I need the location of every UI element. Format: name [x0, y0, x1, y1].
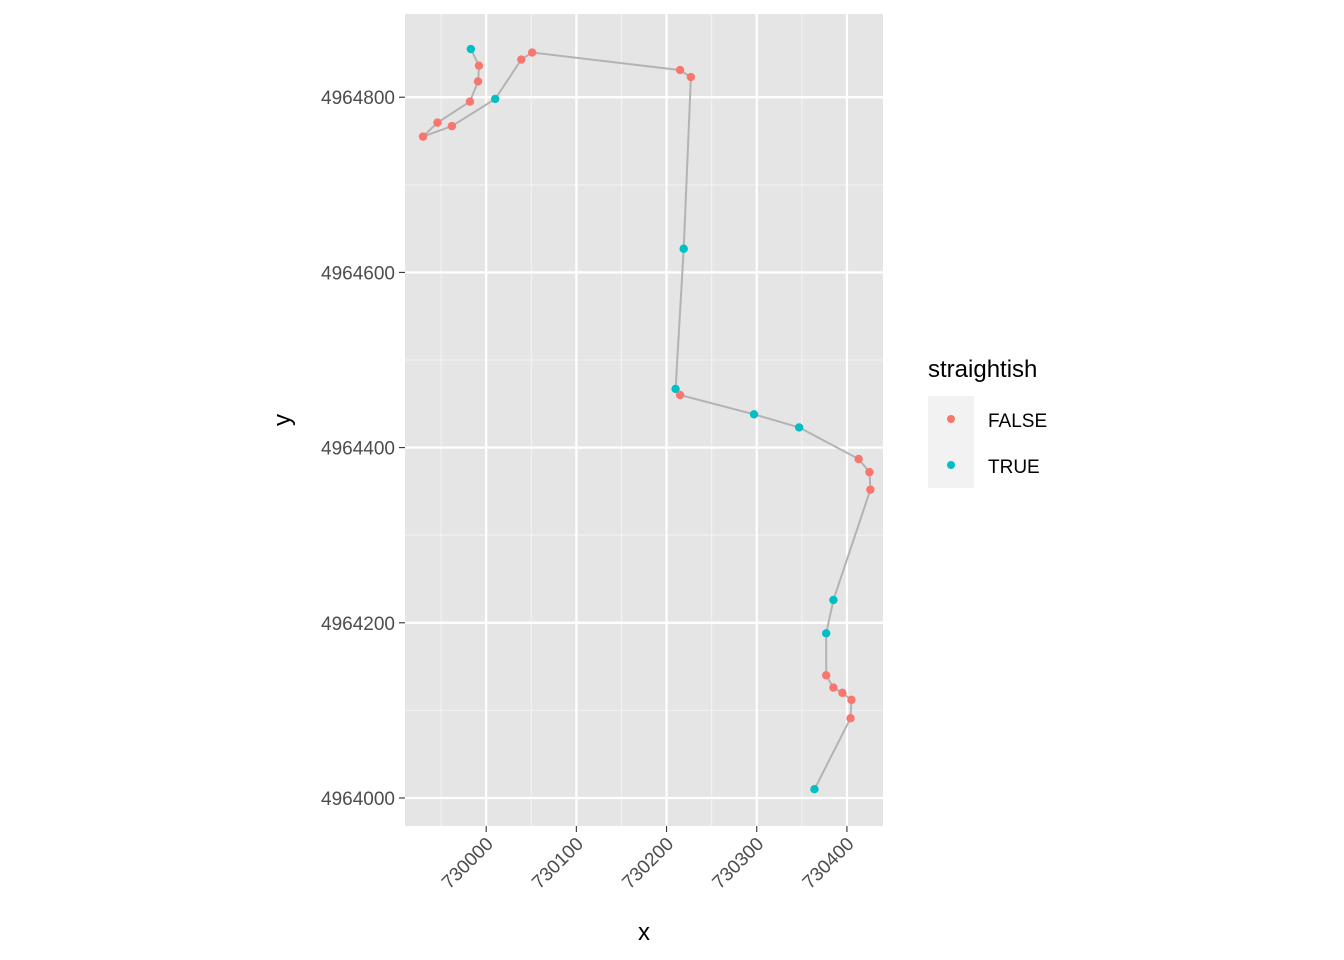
data-point: [810, 785, 819, 794]
data-point: [794, 423, 804, 432]
x-tick-label: 730400: [799, 834, 859, 894]
data-point: [433, 118, 442, 127]
y-tick-label: 4964400: [321, 439, 395, 460]
legend: straightish FALSE TRUE: [928, 356, 1047, 488]
data-point: [473, 77, 483, 86]
data-point: [866, 485, 875, 494]
legend-key-true: [947, 461, 955, 469]
data-point: [846, 714, 855, 723]
y-axis-title: y: [269, 414, 296, 426]
points-layer: [418, 44, 875, 794]
x-tick-label: 730100: [528, 834, 588, 894]
data-point: [749, 410, 759, 419]
y-tick-label: 4964800: [321, 88, 395, 109]
x-tick-label: 730300: [709, 834, 769, 894]
data-point: [829, 595, 838, 605]
data-point: [854, 454, 863, 464]
data-point: [686, 72, 696, 82]
data-point: [675, 390, 685, 400]
data-point: [418, 132, 428, 141]
legend-label-true: TRUE: [988, 457, 1040, 478]
data-point: [527, 48, 537, 57]
data-point: [675, 65, 685, 75]
x-axis-title: x: [638, 919, 650, 946]
data-point: [865, 467, 874, 477]
data-point: [466, 44, 476, 54]
data-point: [671, 384, 680, 394]
data-point: [679, 244, 688, 253]
x-tick-label: 730200: [618, 834, 678, 894]
y-tick-label: 4964600: [321, 263, 395, 284]
data-point: [465, 97, 475, 106]
legend-label-false: FALSE: [988, 411, 1047, 432]
y-tick-label: 4964000: [321, 789, 395, 810]
legend-key-false: [947, 415, 955, 423]
data-point: [517, 55, 526, 64]
data-point: [474, 61, 484, 70]
y-tick-label: 4964200: [321, 614, 395, 635]
grid-minor: [405, 14, 883, 826]
legend-title: straightish: [928, 356, 1037, 383]
data-point: [821, 629, 831, 638]
data-point: [447, 121, 457, 131]
data-point: [829, 683, 838, 692]
data-point: [838, 688, 847, 698]
plot-panel: [405, 14, 883, 826]
x-tick-label: 730000: [438, 834, 498, 894]
data-point: [821, 671, 831, 680]
y-axis: 4964000 4964200 4964400 4964600 4964800: [321, 88, 405, 810]
grid-major: [405, 14, 883, 826]
data-point: [847, 695, 856, 705]
x-axis: 730000 730100 730200 730300 730400: [438, 826, 858, 893]
data-point: [490, 94, 500, 104]
